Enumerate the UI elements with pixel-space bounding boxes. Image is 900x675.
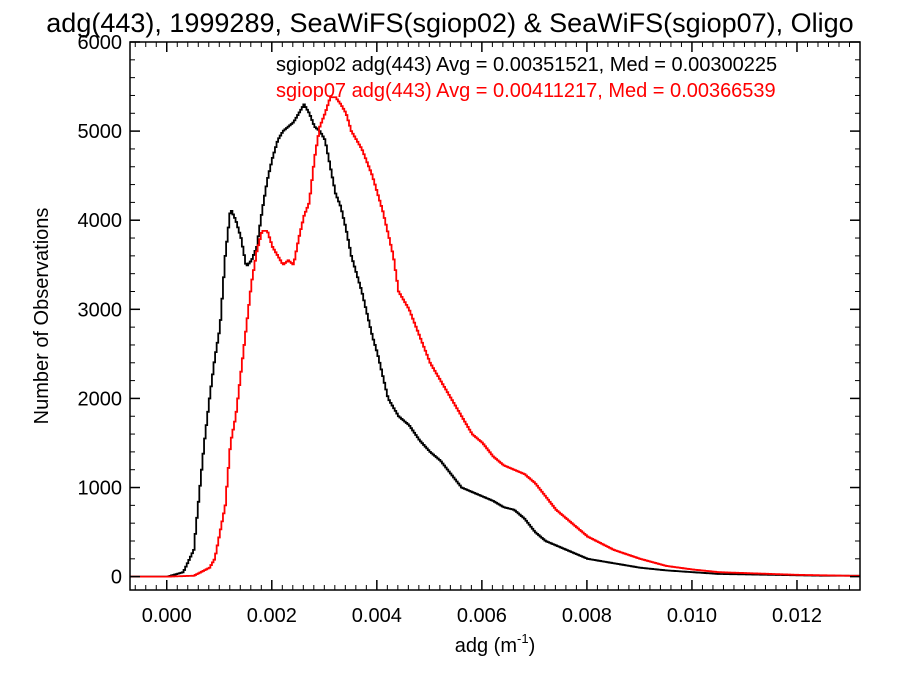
series-layer [130, 96, 860, 578]
x-tick-label: 0.004 [352, 605, 402, 627]
x-tick-label: 0.006 [457, 605, 507, 627]
ticks-layer: 0 1000 2000 3000 4000 5000 6000 0.000 0.002 0.004… [78, 32, 861, 627]
x-tick-label: 0.002 [247, 605, 297, 627]
plot-frame [129, 41, 861, 591]
y-tick-label: 0 [111, 567, 122, 589]
x-axis-title-suffix: ) [529, 635, 536, 657]
y-axis-title: Number of Observations [31, 208, 53, 425]
annotation-layer: sgiop02 adg(443) Avg = 0.00351521, Med =… [276, 54, 777, 102]
annotation-line-1: sgiop02 adg(443) Avg = 0.00351521, Med =… [276, 54, 777, 76]
y-tick-label: 3000 [78, 299, 123, 321]
x-tick-label: 0.010 [667, 605, 717, 627]
x-axis-title: adg (m-1) [455, 631, 535, 657]
x-axis-title-superscript: -1 [517, 631, 529, 646]
y-tick-label: 6000 [78, 32, 123, 54]
x-axis-title-main: adg (m [455, 635, 517, 657]
series-line-1 [130, 103, 860, 578]
y-tick-label: 1000 [78, 478, 123, 500]
chart-title: adg(443), 1999289, SeaWiFS(sgiop02) & Se… [46, 8, 853, 38]
annotation-line-2: sgiop07 adg(443) Avg = 0.00411217, Med =… [276, 80, 776, 102]
y-tick-label: 5000 [78, 121, 123, 143]
x-tick-label: 0.000 [142, 605, 192, 627]
y-tick-label: 4000 [78, 210, 123, 232]
x-tick-label: 0.008 [562, 605, 612, 627]
x-tick-label: 0.012 [772, 605, 822, 627]
y-tick-label: 2000 [78, 388, 123, 410]
series-line-2 [130, 96, 860, 578]
